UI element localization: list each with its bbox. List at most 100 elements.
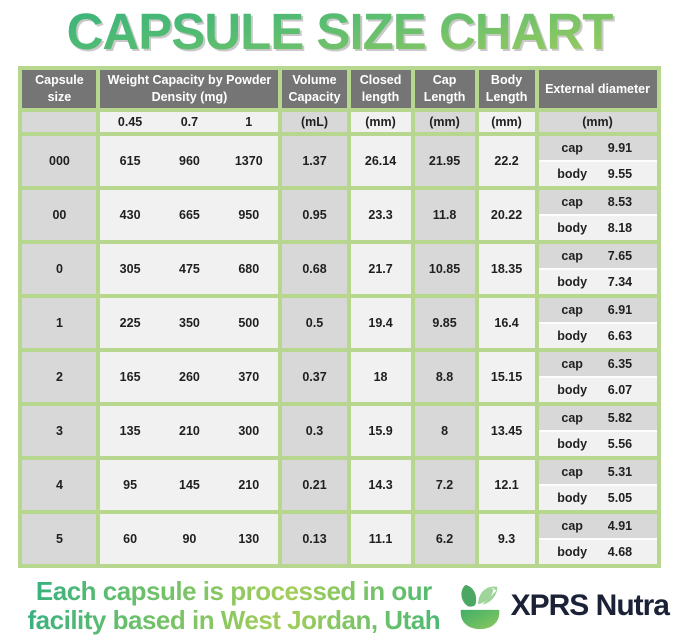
external-diameter-cell: cap 9.91 body 9.55: [534, 132, 661, 190]
volume-capacity-cell: 0.5: [278, 294, 351, 352]
external-diameter-cell: cap 5.82 body 5.56: [534, 402, 661, 460]
cap-unit-cell: (mm): [410, 108, 479, 136]
weight-density-045: 165: [119, 370, 141, 384]
external-body-row: body 8.18: [540, 216, 655, 238]
weight-density-045: 430: [119, 208, 141, 222]
weight-density-07: 665: [179, 208, 200, 222]
external-body-row: body 5.05: [540, 486, 655, 508]
capsule-size-cell: 4: [18, 456, 101, 514]
body-diameter-value: 9.55: [607, 167, 633, 181]
brand-name: XPRS Nutra: [510, 589, 670, 623]
closed-unit-cell: (mm): [346, 108, 415, 136]
density-1: 1: [245, 115, 253, 129]
col-header-closed-length: Closed length: [346, 66, 415, 112]
weight-density-1: 950: [238, 208, 260, 222]
capsule-size-table: Capsule size Weight Capacity by Powder D…: [18, 66, 661, 568]
external-body-row: body 7.34: [540, 270, 655, 292]
weight-density-07: 960: [179, 154, 200, 168]
body-diameter-value: 8.18: [607, 221, 633, 235]
cap-length-cell: 6.2: [410, 510, 479, 568]
capsule-size-cell: 5: [18, 510, 101, 568]
body-label: body: [557, 167, 588, 181]
external-diameter-cell: cap 6.35 body 6.07: [534, 348, 661, 406]
cap-label: cap: [561, 411, 583, 425]
volume-capacity-cell: 1.37: [278, 132, 351, 190]
cap-diameter-value: 4.91: [607, 519, 633, 533]
body-length-cell: 12.1: [474, 456, 539, 514]
volume-capacity-cell: 0.37: [278, 348, 351, 406]
weight-density-045: 305: [119, 262, 141, 276]
cap-length-cell: 8.8: [410, 348, 479, 406]
body-length-cell: 18.35: [474, 240, 539, 298]
body-label: body: [557, 545, 588, 559]
volume-capacity-cell: 0.13: [278, 510, 351, 568]
weight-capacity-cell: 430 665 950: [96, 186, 283, 244]
body-diameter-value: 6.63: [607, 329, 633, 343]
external-cap-row: cap 6.35: [540, 354, 655, 378]
external-cap-row: cap 4.91: [540, 516, 655, 540]
closed-length-cell: 11.1: [346, 510, 415, 568]
body-label: body: [557, 491, 588, 505]
weight-capacity-cell: 615 960 1370: [96, 132, 283, 190]
cap-diameter-value: 6.35: [607, 357, 633, 371]
leaf-bowl-icon: [460, 584, 499, 630]
weight-density-07: 350: [179, 316, 200, 330]
body-diameter-value: 5.56: [607, 437, 633, 451]
col-header-external-diameter: External diameter: [534, 66, 661, 112]
footer: Each capsule is processed in our facilit…: [0, 577, 679, 635]
density-045: 0.45: [117, 115, 143, 129]
weight-capacity-cell: 305 475 680: [96, 240, 283, 298]
page-title: CAPSULE SIZE CHART: [0, 3, 679, 61]
tagline: Each capsule is processed in our facilit…: [14, 577, 454, 635]
external-cap-row: cap 5.31: [540, 462, 655, 486]
weight-density-1: 680: [238, 262, 260, 276]
col-header-volume-capacity: Volume Capacity: [278, 66, 351, 112]
volume-capacity-cell: 0.21: [278, 456, 351, 514]
external-cap-row: cap 8.53: [540, 192, 655, 216]
external-cap-row: cap 6.91: [540, 300, 655, 324]
cap-diameter-value: 8.53: [607, 195, 633, 209]
col-header-cap-length: Cap Length: [410, 66, 479, 112]
cap-label: cap: [561, 357, 583, 371]
capsule-size-cell: 0: [18, 240, 101, 298]
body-label: body: [557, 437, 588, 451]
col-header-body-length: Body Length: [474, 66, 539, 112]
capsule-size-cell: 3: [18, 402, 101, 460]
weight-density-1: 300: [238, 424, 260, 438]
capsule-size-cell: 2: [18, 348, 101, 406]
body-diameter-value: 4.68: [607, 545, 633, 559]
volume-capacity-cell: 0.68: [278, 240, 351, 298]
table-row: 5 60 90 130 0.13 11.1 6.2 9.3 cap 4.91: [18, 510, 661, 568]
cap-length-cell: 7.2: [410, 456, 479, 514]
col-header-weight-capacity: Weight Capacity by Powder Density (mg): [96, 66, 283, 112]
cap-length-cell: 10.85: [410, 240, 479, 298]
cap-label: cap: [561, 465, 583, 479]
weight-capacity-cell: 95 145 210: [96, 456, 283, 514]
external-diameter-cell: cap 8.53 body 8.18: [534, 186, 661, 244]
body-label: body: [557, 275, 588, 289]
capsule-size-cell: 000: [18, 132, 101, 190]
tagline-line-2: facility based in West Jordan, Utah: [27, 605, 441, 636]
cap-label: cap: [561, 249, 583, 263]
unit-blank-cell: [18, 108, 101, 136]
closed-length-cell: 23.3: [346, 186, 415, 244]
weight-density-045: 95: [123, 478, 138, 492]
weight-density-1: 210: [238, 478, 260, 492]
closed-length-cell: 26.14: [346, 132, 415, 190]
external-unit-cell: (mm): [534, 108, 661, 136]
weight-density-07: 260: [179, 370, 200, 384]
capsule-size-cell: 00: [18, 186, 101, 244]
volume-capacity-cell: 0.3: [278, 402, 351, 460]
body-label: body: [557, 221, 588, 235]
external-cap-row: cap 9.91: [540, 138, 655, 162]
weight-density-045: 135: [119, 424, 141, 438]
body-diameter-value: 6.07: [607, 383, 633, 397]
volume-capacity-cell: 0.95: [278, 186, 351, 244]
external-diameter-cell: cap 4.91 body 4.68: [534, 510, 661, 568]
external-cap-row: cap 5.82: [540, 408, 655, 432]
weight-density-07: 475: [179, 262, 200, 276]
weight-density-1: 500: [238, 316, 260, 330]
page: CAPSULE SIZE CHART Capsule size Weight C…: [0, 3, 679, 635]
weight-capacity-cell: 165 260 370: [96, 348, 283, 406]
external-diameter-cell: cap 6.91 body 6.63: [534, 294, 661, 352]
